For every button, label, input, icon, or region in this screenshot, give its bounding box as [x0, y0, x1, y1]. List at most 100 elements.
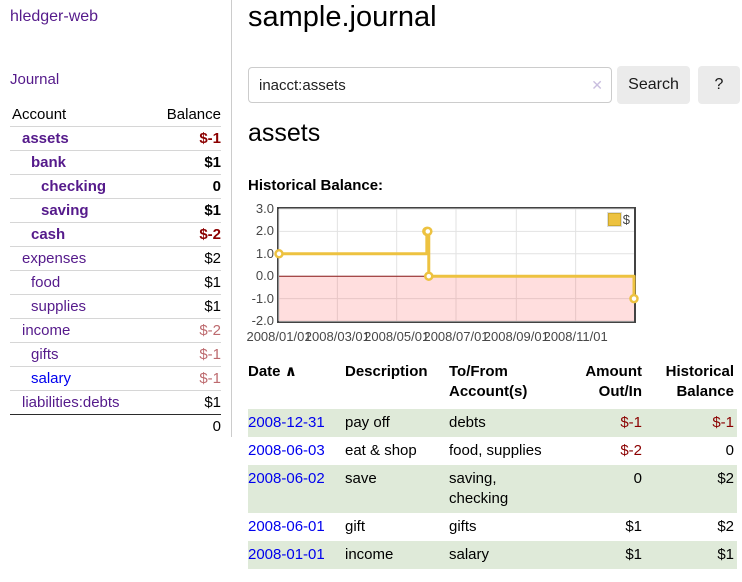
account-balance: $-2	[199, 226, 221, 243]
transaction-accounts: gifts	[449, 518, 477, 535]
account-row: checking 0	[10, 174, 221, 198]
transaction-balance: 0	[725, 442, 734, 459]
y-axis-tick-label: 1.0	[255, 245, 274, 261]
transaction-date-link[interactable]: 2008-01-01	[248, 546, 325, 563]
account-row: income $-2	[10, 318, 221, 342]
account-link-checking[interactable]: checking	[41, 178, 107, 195]
account-row: salary $-1	[10, 366, 221, 390]
account-row: cash $-2	[10, 222, 221, 246]
y-axis-tick-label: 0.0	[255, 268, 274, 284]
account-link-expenses[interactable]: expenses	[22, 250, 87, 267]
page-title: sample.journal	[248, 1, 437, 33]
transaction-row: 2008-06-02 save saving, checking 0 $2	[248, 465, 737, 513]
account-balance: $1	[204, 202, 221, 219]
transaction-description: gift	[345, 518, 366, 535]
x-axis-tick-label: 2008/09/01	[483, 329, 549, 344]
transaction-accounts: debts	[449, 409, 560, 437]
transaction-date-link[interactable]: 2008-06-01	[248, 518, 325, 535]
account-row: expenses $2	[10, 246, 221, 270]
account-balance: 0	[212, 178, 221, 195]
transaction-date-link[interactable]: 2008-06-02	[248, 470, 325, 487]
y-axis-tick-label: 2.0	[255, 223, 274, 239]
balance-column-header: Balance	[166, 106, 221, 123]
x-axis-tick-label: 2008/05/01	[364, 329, 430, 344]
account-link-income[interactable]: income	[22, 322, 71, 339]
sidebar-item-journal[interactable]: Journal	[10, 71, 60, 88]
x-axis-tick-label: 2008/01/01	[246, 329, 312, 344]
transaction-accounts: salary	[449, 541, 560, 569]
data-point-marker[interactable]	[274, 249, 284, 259]
transaction-accounts: saving, checking	[449, 465, 560, 513]
transaction-row: 2008-01-01 income salary $1 $1	[248, 541, 737, 569]
accounts-table-header: Account Balance	[10, 103, 221, 126]
account-row: liabilities:debts $1	[10, 390, 221, 414]
account-link-supplies[interactable]: supplies	[31, 298, 87, 315]
x-axis-tick-label: 2008/07/01	[423, 329, 489, 344]
transaction-amount: $-1	[560, 409, 642, 437]
search-button[interactable]: Search	[617, 66, 690, 104]
account-balance: $2	[204, 250, 221, 267]
account-balance: $1	[204, 298, 221, 315]
account-link-gifts[interactable]: gifts	[31, 346, 59, 363]
y-axis-tick-label: -2.0	[251, 313, 274, 328]
account-link-saving[interactable]: saving	[41, 202, 89, 219]
x-axis-tick-label: 2008/11/01	[543, 329, 608, 344]
account-balance: $1	[204, 154, 221, 171]
account-balance: $1	[204, 274, 221, 291]
account-balance: $1	[204, 394, 221, 411]
account-row: food $1	[10, 270, 221, 294]
transaction-balance: $1	[642, 541, 737, 569]
transaction-accounts: food, supplies	[449, 442, 542, 459]
data-point-marker[interactable]	[423, 226, 433, 237]
account-balance: $-1	[199, 130, 221, 147]
register-table: Date ∧ Description To/From Account(s) Am…	[248, 360, 737, 569]
data-point-marker[interactable]	[629, 293, 639, 304]
transaction-amount: $1	[560, 541, 642, 569]
account-balance: $-1	[199, 346, 221, 363]
account-balance: $-2	[199, 322, 221, 339]
search-bar: ✕ Search ?	[248, 65, 740, 105]
account-row: saving $1	[10, 198, 221, 222]
account-column-header: Account	[12, 106, 67, 123]
account-link-food[interactable]: food	[31, 274, 61, 291]
transaction-amount: $1	[625, 518, 642, 535]
transaction-date-link[interactable]: 2008-12-31	[248, 414, 325, 431]
sort-ascending-icon: ∧	[284, 363, 297, 380]
account-row: assets $-1	[10, 126, 221, 150]
chart-plot[interactable]: $	[274, 207, 639, 323]
chart-heading: Historical Balance:	[248, 177, 384, 194]
help-button[interactable]: ?	[698, 66, 740, 104]
legend-swatch-icon	[606, 212, 622, 227]
transaction-date-link[interactable]: 2008-06-03	[248, 442, 325, 459]
balance-column-header: Historical Balance	[665, 363, 734, 400]
accounts-column-header: To/From Account(s)	[449, 363, 528, 400]
sidebar: hledger-web Journal Account Balance asse…	[0, 0, 232, 437]
transaction-amount: $-2	[620, 442, 642, 459]
transaction-row: 2008-12-31 pay off debts $-1 $-1	[248, 409, 737, 437]
account-link-assets[interactable]: assets	[22, 130, 69, 147]
account-balance: $-1	[199, 370, 221, 387]
transaction-description: save	[345, 465, 449, 513]
transaction-balance: $2	[717, 518, 734, 535]
account-link-cash[interactable]: cash	[31, 226, 66, 243]
account-link-liabilities-debts[interactable]: liabilities:debts	[22, 394, 120, 411]
legend-label: $	[622, 212, 630, 227]
y-axis-tick-label: -1.0	[251, 290, 274, 306]
transaction-description: eat & shop	[345, 442, 417, 459]
account-heading: assets	[248, 119, 321, 147]
transaction-description: income	[345, 541, 449, 569]
data-point-marker[interactable]	[424, 271, 434, 281]
account-link-salary[interactable]: salary	[31, 370, 72, 387]
x-axis-tick-label: 2008/03/01	[304, 329, 370, 344]
amount-column-header: Amount Out/In	[585, 363, 642, 400]
clear-search-icon[interactable]: ✕	[591, 77, 603, 93]
account-row: gifts $-1	[10, 342, 221, 366]
account-row: bank $1	[10, 150, 221, 174]
register-header-row: Date ∧ Description To/From Account(s) Am…	[248, 360, 737, 409]
search-input[interactable]	[248, 67, 612, 103]
account-link-bank[interactable]: bank	[31, 154, 67, 171]
transaction-amount: 0	[560, 465, 642, 513]
date-column-header[interactable]: Date ∧	[248, 363, 297, 380]
app-title-link[interactable]: hledger-web	[10, 8, 99, 25]
accounts-total-value: 0	[212, 418, 221, 435]
